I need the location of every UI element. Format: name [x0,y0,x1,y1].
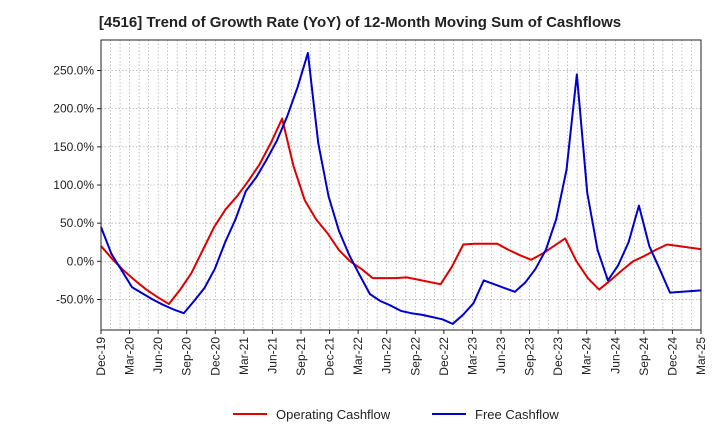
y-tick-label: -50.0% [56,292,94,306]
x-tick-label: Dec-23 [551,337,565,376]
plot-frame [100,39,702,331]
x-tick-label: Mar-21 [237,337,251,375]
y-tick-label: 150.0% [53,140,94,154]
x-tick-label: Sep-21 [294,337,308,376]
y-tick-label: 50.0% [60,216,94,230]
x-tick-label: Dec-21 [323,337,337,376]
x-tick-label: Sep-24 [637,337,651,376]
x-tick-label: Mar-20 [123,337,137,375]
grid-layer [100,40,702,330]
x-tick-label: Mar-25 [694,337,708,375]
x-tick-label: Dec-19 [94,337,108,376]
x-tick-label: Dec-22 [437,337,451,376]
x-tick-label: Sep-22 [408,337,422,376]
x-tick-label: Mar-24 [580,337,594,375]
y-tick-label: 200.0% [53,102,94,116]
x-tick-label: Jun-21 [265,337,279,374]
x-tick-label: Jun-20 [151,337,165,374]
x-axis-ticks: Dec-19 Mar-20 Jun-20 Sep-20 Dec-20 Mar-21 Jun-… [94,330,708,376]
x-tick-label: Mar-22 [351,337,365,375]
x-tick-label: Sep-23 [523,337,537,376]
legend-label: Free Cashflow [475,407,559,422]
x-tick-label: Dec-20 [208,337,222,376]
series-layer [100,51,702,325]
chart-title: [4516] Trend of Growth Rate (YoY) of 12-… [98,14,622,31]
x-tick-label: Jun-24 [608,337,622,374]
free-cashflow-line [100,51,702,325]
y-tick-label: 100.0% [53,178,94,192]
y-tick-label: 0.0% [67,254,95,268]
x-tick-label: Jun-22 [380,337,394,374]
y-axis-ticks: 250.0% 200.0% 150.0% 100.0% 50.0% 0.0% -50.0% [53,64,101,306]
x-tick-label: Mar-23 [465,337,479,375]
legend: Operating Cashflow Free Cashflow [233,407,559,422]
x-tick-label: Jun-23 [494,337,508,374]
operating-cashflow-line [100,117,702,306]
legend-label: Operating Cashflow [276,407,391,422]
y-tick-label: 250.0% [53,64,94,78]
x-tick-label: Sep-20 [180,337,194,376]
x-tick-label: Dec-24 [665,337,679,376]
